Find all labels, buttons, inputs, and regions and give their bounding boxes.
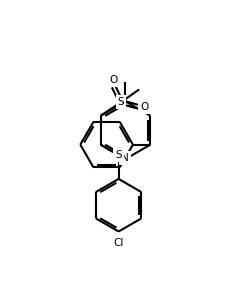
Text: Cl: Cl (113, 238, 123, 248)
Text: S: S (117, 97, 124, 107)
Text: O: O (109, 75, 117, 85)
Text: O: O (140, 102, 148, 112)
Text: N: N (121, 153, 128, 163)
Text: S: S (115, 150, 121, 160)
